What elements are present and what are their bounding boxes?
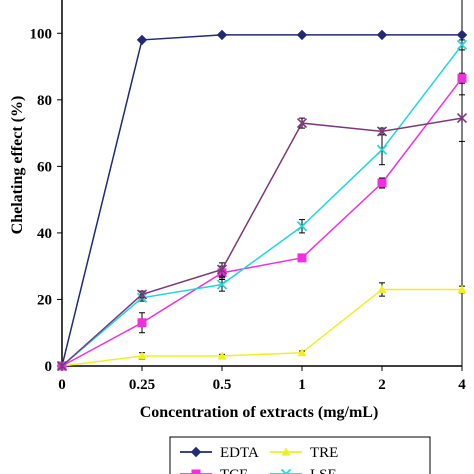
y-axis-title: Chelating effect (%) xyxy=(9,96,26,235)
legend-marker xyxy=(281,447,291,456)
data-point xyxy=(456,39,468,51)
data-point xyxy=(376,29,388,41)
y-tick-label: 20 xyxy=(37,292,52,308)
x-tick-label: 0 xyxy=(58,377,66,393)
series-line xyxy=(61,77,463,367)
data-point xyxy=(216,264,228,275)
x-tick-label: 1 xyxy=(298,377,306,393)
data-point xyxy=(217,351,227,360)
y-tick-label: 0 xyxy=(45,359,53,375)
axes xyxy=(57,0,463,371)
legend-label: TCE xyxy=(220,467,248,474)
legend-marker xyxy=(191,469,201,474)
data-point xyxy=(376,126,388,137)
series-unlabeled xyxy=(56,94,468,372)
data-point xyxy=(457,284,467,294)
legend-box xyxy=(169,436,431,474)
legend-marker xyxy=(190,446,202,458)
series-line xyxy=(61,34,462,367)
data-point xyxy=(297,253,307,263)
data-point xyxy=(137,351,147,360)
legend-item-tce: TCE xyxy=(180,467,248,474)
data-point xyxy=(296,29,308,41)
data-point xyxy=(457,73,467,83)
legend[interactable]: EDTA TRE TCE LSE xyxy=(169,436,431,474)
y-tick-label: 40 xyxy=(37,226,52,242)
data-point xyxy=(376,144,388,155)
data-point xyxy=(56,360,68,372)
data-point xyxy=(377,178,387,188)
legend-item-tre: TRE xyxy=(270,445,338,461)
data-point xyxy=(136,289,148,300)
data-point xyxy=(136,34,148,46)
marker-stroke xyxy=(376,144,388,155)
data-point xyxy=(137,318,147,328)
series-line xyxy=(61,117,463,367)
data-point xyxy=(456,113,468,124)
legend-item-lse: LSE xyxy=(270,467,337,474)
data-point xyxy=(216,29,228,41)
tick-labels: 0 20 40 60 80 100 0 0.25 0.5 1 2 4 xyxy=(30,26,467,393)
data-point xyxy=(297,348,307,357)
series-line xyxy=(61,288,462,367)
marker-stroke xyxy=(280,468,288,474)
marker-stroke xyxy=(296,221,308,232)
x-tick-label: 2 xyxy=(378,377,386,393)
marker-stroke xyxy=(284,468,292,474)
data-point xyxy=(216,279,228,290)
marker-stroke xyxy=(216,279,228,290)
legend-label: EDTA xyxy=(220,445,259,461)
data-point xyxy=(377,284,387,294)
legend-label: LSE xyxy=(310,467,337,474)
x-tick-label: 4 xyxy=(458,377,466,393)
y-tick-label: 60 xyxy=(37,159,52,175)
x-tick-label: 0.5 xyxy=(213,377,232,393)
data-point xyxy=(296,118,308,129)
x-tick-label: 0.25 xyxy=(129,377,155,393)
legend-item-edta: EDTA xyxy=(180,445,259,461)
y-tick-label: 100 xyxy=(30,26,53,42)
marker-stroke xyxy=(456,39,468,51)
data-point xyxy=(296,221,308,232)
legend-marker xyxy=(280,468,292,474)
series-line xyxy=(61,44,463,367)
y-tick-label: 80 xyxy=(37,93,52,109)
legend-label: TRE xyxy=(310,445,338,461)
series-layer xyxy=(56,29,468,372)
x-axis-title: Concentration of extracts (mg/mL) xyxy=(140,404,379,421)
